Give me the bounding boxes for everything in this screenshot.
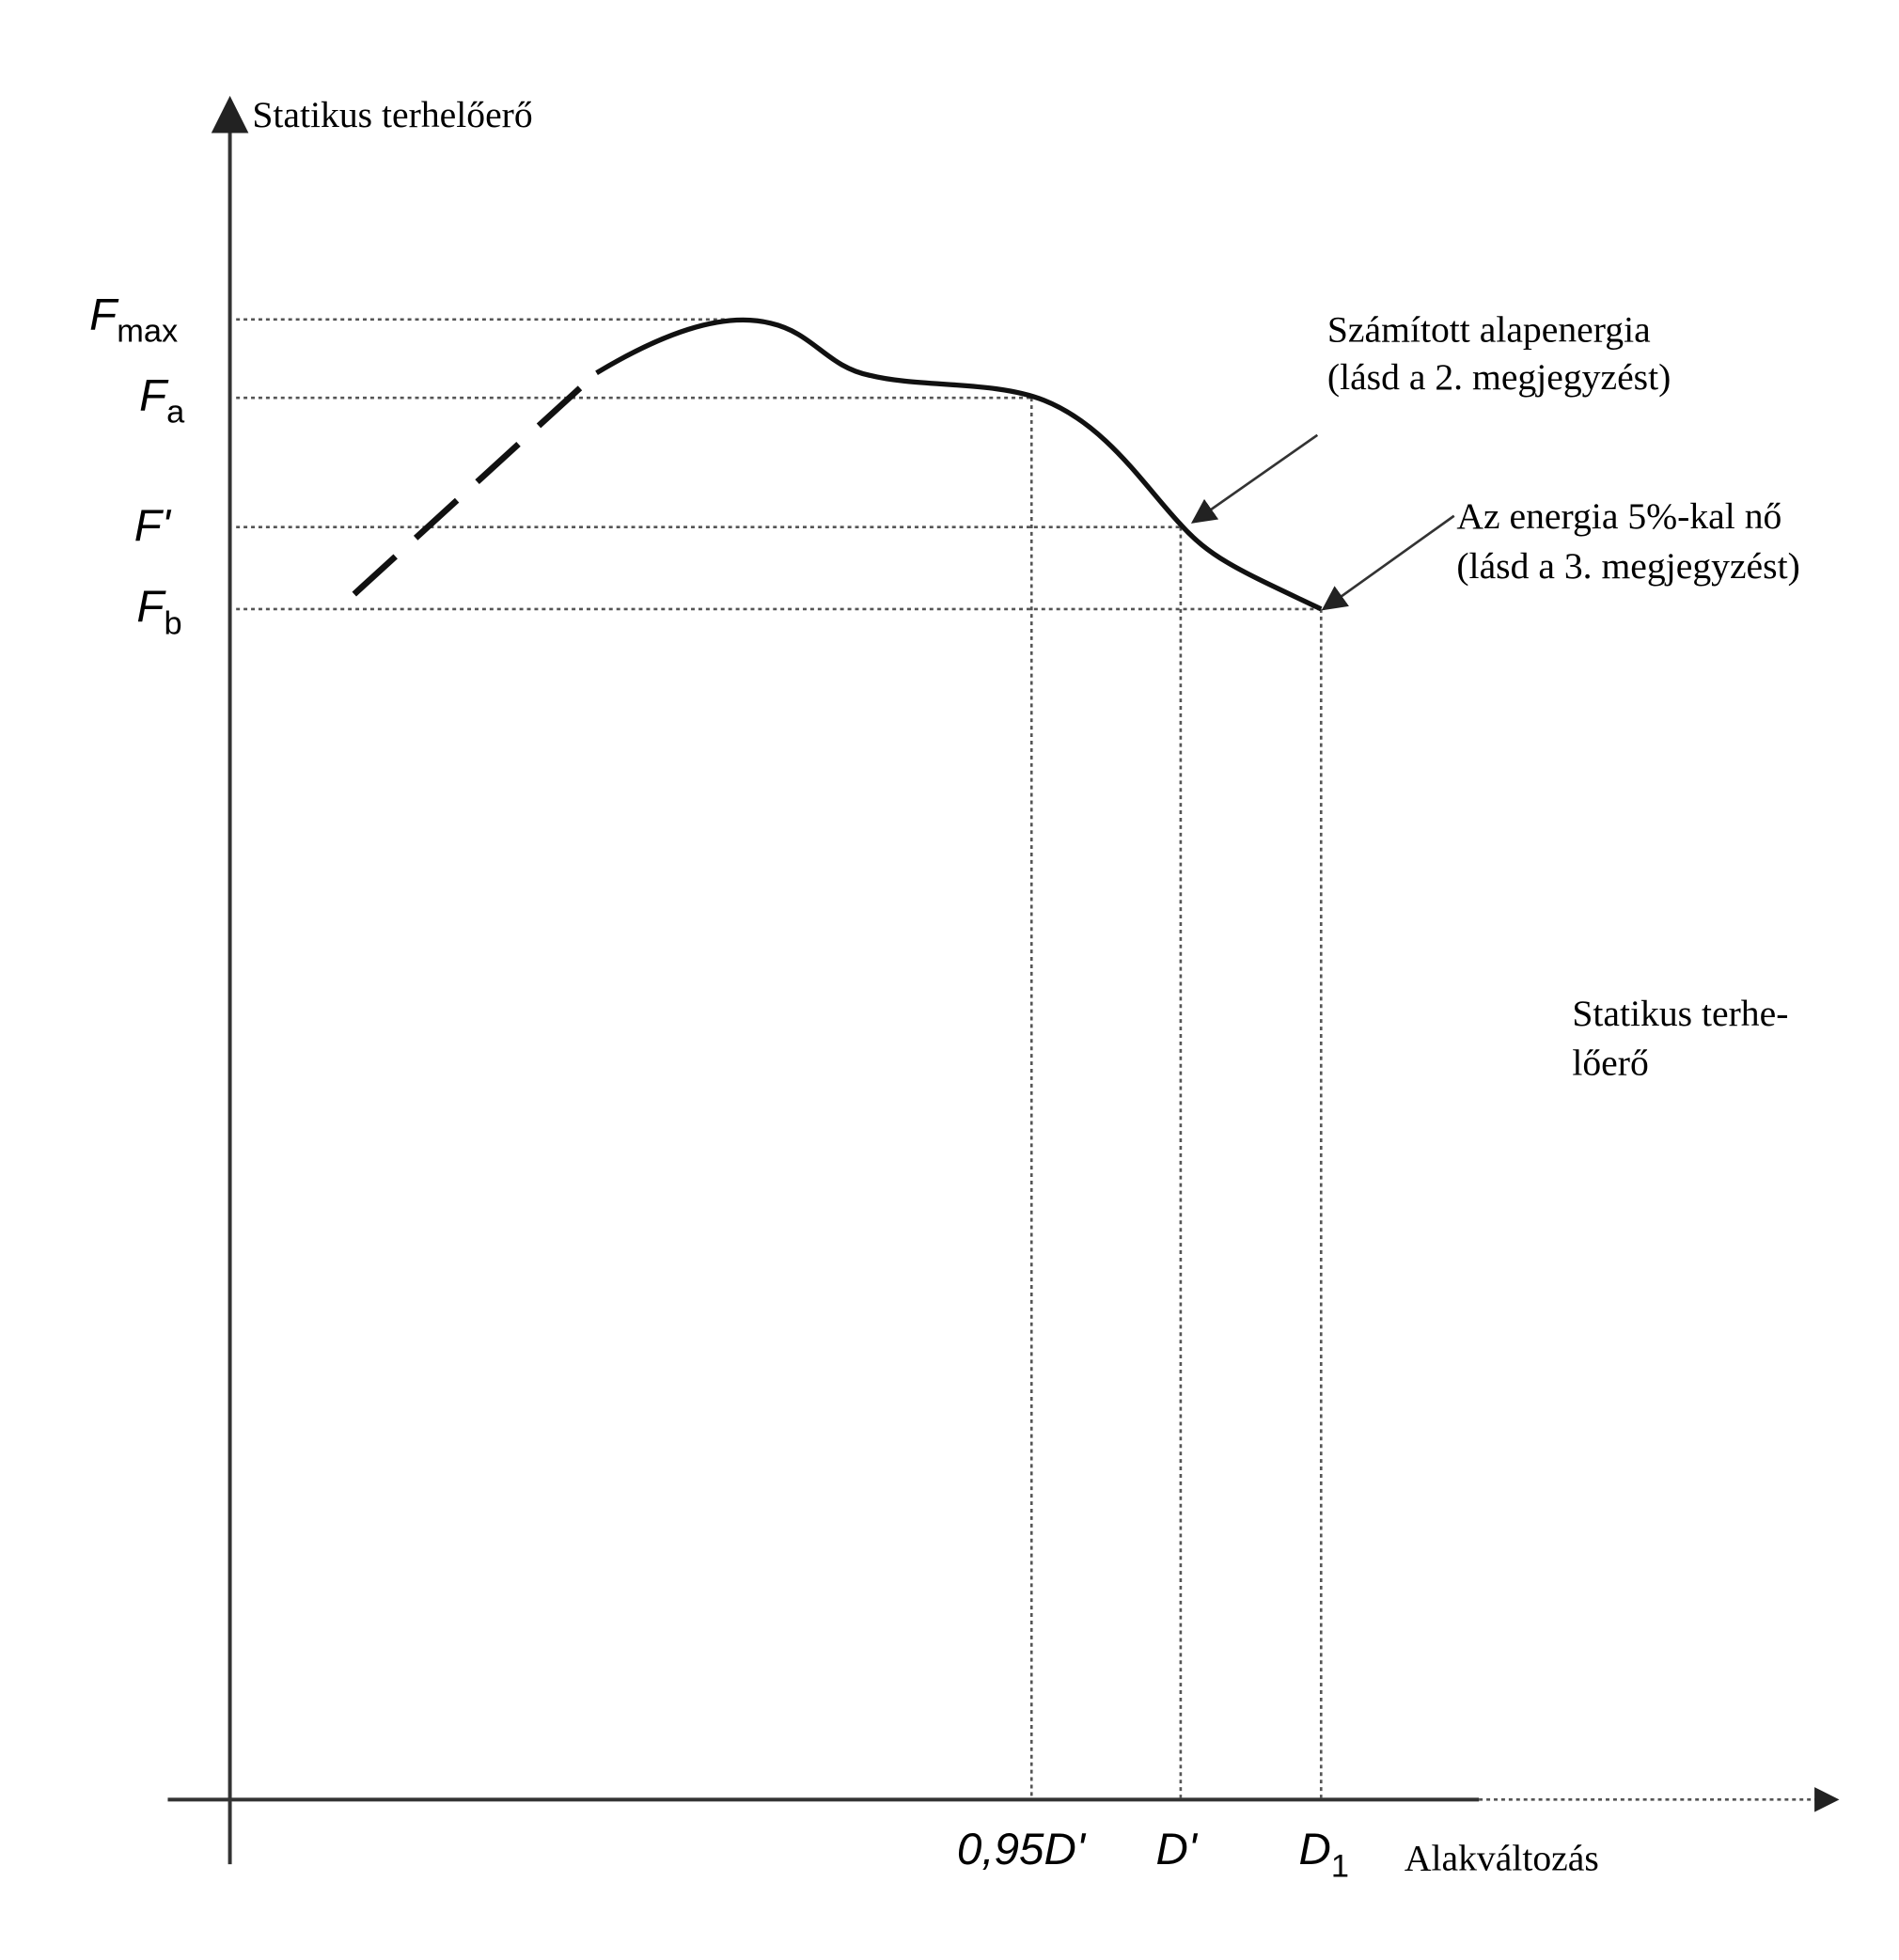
x-label: D' (1155, 1825, 1198, 1874)
y-label: F' (134, 501, 172, 551)
y-axis-label: Statikus terhelőerő (252, 94, 532, 135)
annotation: Számított alapenergia (1327, 309, 1651, 351)
arrow (1321, 514, 1455, 611)
y-label: Fa (139, 370, 185, 430)
x-label: D1 (1298, 1825, 1348, 1884)
annotation: Az energia 5%-kal nő (1456, 495, 1781, 537)
curve-dashed (352, 370, 599, 597)
y-label: Fb (136, 582, 181, 641)
guide-lines (236, 318, 1323, 1800)
y-label: Fmax (89, 290, 178, 349)
annotation: (lásd a 3. megjegyzést) (1456, 545, 1799, 587)
annotation: (lásd a 2. megjegyzést) (1327, 356, 1671, 398)
x-label: 0,95D' (957, 1825, 1087, 1874)
arrow (1190, 433, 1319, 524)
curve (595, 317, 1323, 612)
annotation: Statikus terhe- (1572, 993, 1788, 1034)
x-axis-label: Alakváltozás (1405, 1838, 1599, 1879)
annotation: lőerő (1572, 1043, 1648, 1084)
